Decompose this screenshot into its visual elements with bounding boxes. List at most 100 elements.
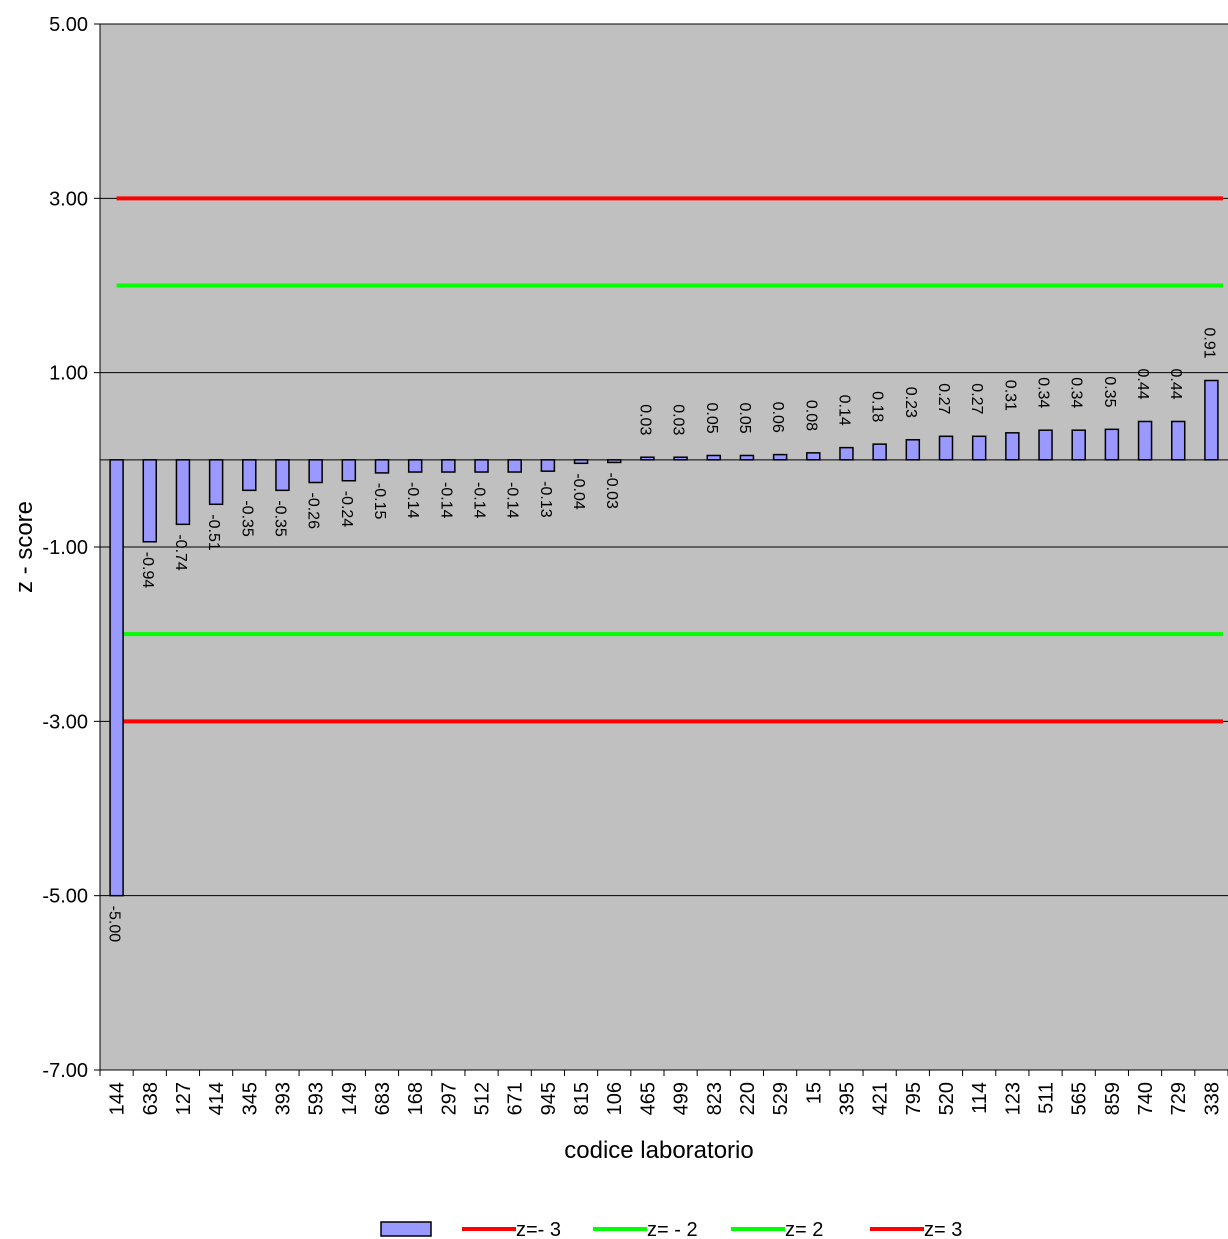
data-label: 0.27 xyxy=(935,383,952,414)
axes xyxy=(94,23,1228,1076)
x-tick-label: 499 xyxy=(671,1082,693,1115)
data-label: 0.23 xyxy=(902,387,919,418)
y-tick-label: 3.00 xyxy=(49,188,88,210)
data-label: -0.14 xyxy=(504,482,521,519)
x-tick-label: 815 xyxy=(571,1082,593,1115)
bar xyxy=(1170,420,1186,461)
y-tick-label: -5.00 xyxy=(42,886,88,908)
data-label: 0.05 xyxy=(736,402,753,433)
y-tick-label: -3.00 xyxy=(42,711,88,733)
bar xyxy=(905,439,921,461)
reference-lines xyxy=(116,196,1223,724)
data-label: -0.74 xyxy=(172,534,189,571)
y-tick-label: 5.00 xyxy=(49,14,88,36)
x-tick-label: 859 xyxy=(1102,1082,1124,1115)
y-tick-label: -1.00 xyxy=(42,537,88,559)
data-label: -0.14 xyxy=(437,482,454,519)
bar xyxy=(441,459,456,473)
x-tick-label: 945 xyxy=(538,1082,560,1115)
legend-label: z= 3 xyxy=(924,1219,962,1239)
x-tick-label: 795 xyxy=(903,1082,925,1115)
bar xyxy=(474,459,489,473)
data-label: -0.24 xyxy=(338,491,355,528)
y-tick-labels: 5.00 3.00 1.00 -1.00 -3.00 -5.00 -7.00 xyxy=(42,14,88,1082)
bar xyxy=(308,459,323,484)
bar xyxy=(507,459,522,473)
x-tick-label: 593 xyxy=(306,1082,328,1115)
data-label: 0.31 xyxy=(1001,380,1018,411)
x-tick-label: 15 xyxy=(803,1082,825,1104)
legend: z=- 3 z= - 2 z= 2 z= 3 xyxy=(380,1219,962,1239)
bar xyxy=(706,454,722,461)
x-tick-label: 220 xyxy=(737,1082,759,1115)
bar xyxy=(772,453,788,461)
bar xyxy=(1137,420,1153,461)
bar xyxy=(242,459,257,492)
data-label: 0.44 xyxy=(1167,368,1184,399)
y-tick-label: 1.00 xyxy=(49,363,88,385)
x-tick-labels: 144 638 127 414 345 393 593 149 683 168 297 512 671 9… xyxy=(107,1082,1224,1115)
data-label: -0.94 xyxy=(139,552,156,589)
x-tick-label: 511 xyxy=(1036,1082,1058,1114)
x-tick-label: 123 xyxy=(1002,1082,1024,1115)
data-label: -0.13 xyxy=(537,481,554,518)
x-tick-label: 393 xyxy=(272,1082,294,1115)
data-label: 0.35 xyxy=(1101,376,1118,407)
x-tick-label: 114 xyxy=(969,1082,991,1114)
bar xyxy=(1104,428,1120,461)
bar xyxy=(374,459,390,474)
legend-label: z=- 3 xyxy=(516,1219,561,1239)
x-tick-label: 638 xyxy=(140,1082,162,1115)
x-tick-label: 414 xyxy=(206,1082,228,1115)
data-label: 0.44 xyxy=(1134,368,1151,399)
data-label: 0.14 xyxy=(835,395,852,426)
x-tick-label: 168 xyxy=(405,1082,427,1115)
data-label: -0.14 xyxy=(471,482,488,519)
x-tick-label: 565 xyxy=(1069,1082,1091,1115)
bar xyxy=(872,443,887,461)
bars xyxy=(109,379,1219,897)
data-label: -0.26 xyxy=(305,492,322,529)
x-tick-label: 345 xyxy=(239,1082,261,1115)
x-tick-label: 823 xyxy=(704,1082,726,1115)
bar xyxy=(1204,379,1219,461)
bar xyxy=(407,459,423,473)
x-tick-label: 512 xyxy=(472,1082,494,1115)
y-axis-title: z - score xyxy=(11,501,38,593)
data-label: -0.04 xyxy=(570,473,587,510)
legend-label: z= 2 xyxy=(785,1219,823,1239)
legend-bar-swatch xyxy=(380,1221,432,1237)
x-tick-label: 144 xyxy=(107,1082,129,1115)
data-label: 0.05 xyxy=(703,402,720,433)
data-label: 0.18 xyxy=(869,391,886,422)
data-label: 0.34 xyxy=(1035,377,1052,408)
data-label: 0.34 xyxy=(1068,377,1085,408)
data-label: 0.06 xyxy=(769,402,786,433)
x-tick-label: 106 xyxy=(604,1082,626,1115)
data-labels: -5.00 -0.94 -0.74 -0.51 -0.35 -0.35 -0.26 -0.24… xyxy=(106,328,1218,943)
bar xyxy=(142,459,158,543)
bar xyxy=(109,459,124,897)
x-tick-label: 127 xyxy=(173,1082,195,1115)
data-label: 0.08 xyxy=(802,400,819,431)
data-label: 0.03 xyxy=(636,404,653,435)
x-tick-label: 421 xyxy=(870,1082,892,1115)
x-tick-label: 740 xyxy=(1135,1082,1157,1115)
bar xyxy=(839,446,854,461)
bar xyxy=(341,459,357,482)
x-tick-label: 395 xyxy=(836,1082,858,1115)
bar xyxy=(175,459,191,526)
bar xyxy=(208,459,224,506)
data-label: -0.35 xyxy=(238,500,255,537)
x-tick-label: 529 xyxy=(770,1082,792,1115)
x-axis-title: codice laboratorio xyxy=(564,1137,753,1164)
bar xyxy=(971,435,987,461)
bar xyxy=(938,435,954,461)
x-tick-label: 149 xyxy=(339,1082,361,1115)
data-label: 0.91 xyxy=(1200,328,1217,359)
data-label: -0.51 xyxy=(205,514,222,551)
bar xyxy=(806,452,821,461)
x-tick-label: 683 xyxy=(372,1082,394,1115)
bar xyxy=(1005,432,1020,461)
